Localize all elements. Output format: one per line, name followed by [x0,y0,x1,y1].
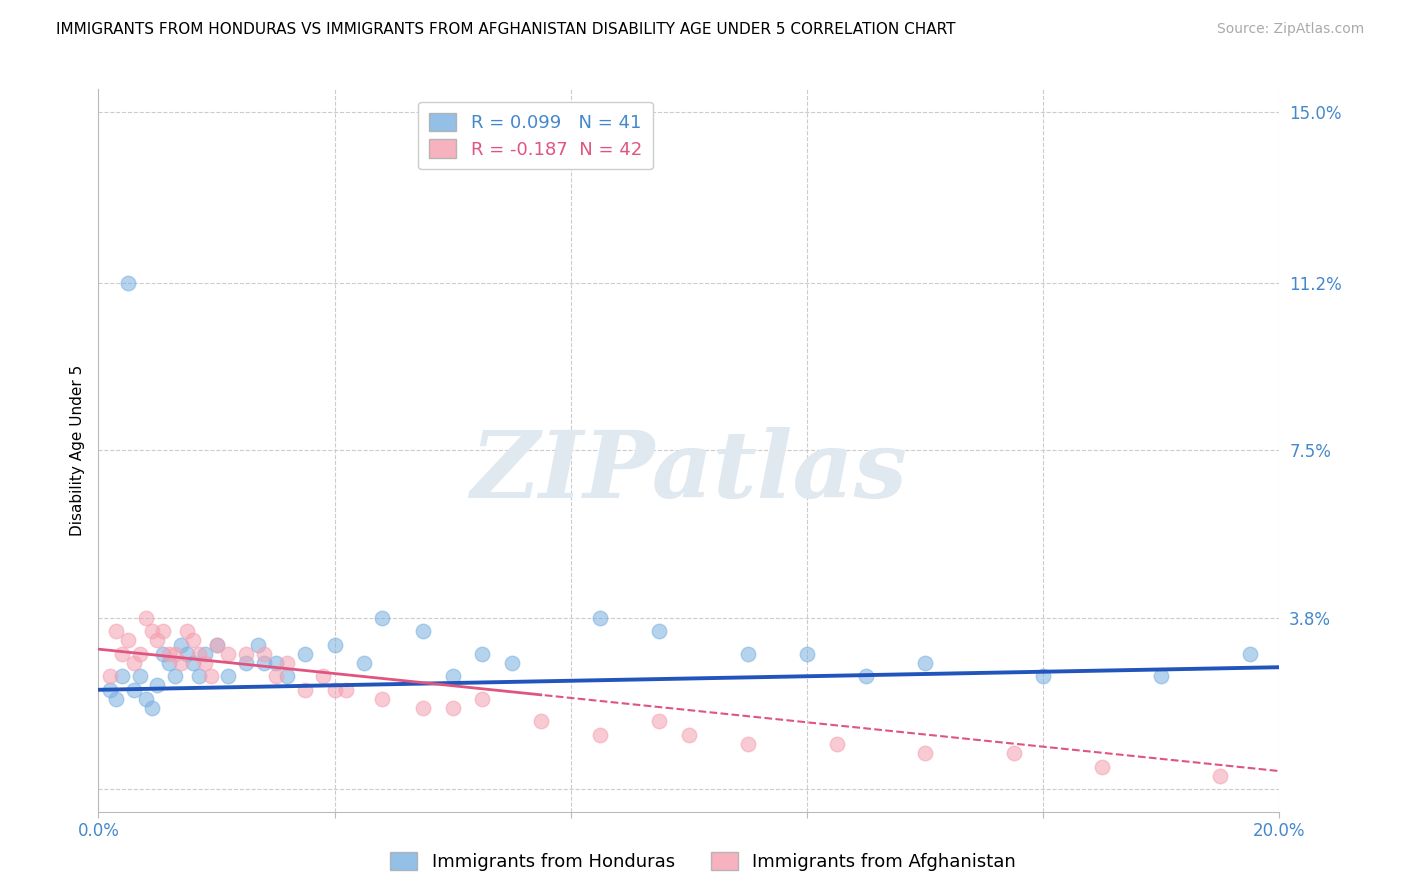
Point [217,669,239,683]
Point [323,638,346,652]
Point [1239,647,1261,661]
Point [914,746,936,760]
Point [165,669,187,683]
Point [128,669,150,683]
Point [176,624,198,639]
Text: ZIPatlas: ZIPatlas [471,427,907,517]
Text: Source: ZipAtlas.com: Source: ZipAtlas.com [1216,22,1364,37]
Point [152,624,174,639]
Point [589,728,612,742]
Legend: R = 0.099   N = 41, R = -0.187  N = 42: R = 0.099 N = 41, R = -0.187 N = 42 [418,102,652,169]
Point [253,656,276,670]
Point [98,669,121,683]
Point [146,633,169,648]
Point [128,647,150,661]
Point [1091,759,1114,773]
Point [737,647,759,661]
Point [441,669,464,683]
Point [412,624,434,639]
Point [152,647,174,661]
Point [353,656,375,670]
Point [170,656,193,670]
Point [1002,746,1025,760]
Point [205,638,228,652]
Point [471,691,494,706]
Point [105,691,128,706]
Point [264,656,287,670]
Point [170,638,193,652]
Point [181,656,204,670]
Point [1150,669,1173,683]
Point [157,656,180,670]
Point [141,701,163,715]
Point [678,728,700,742]
Point [235,656,257,670]
Point [501,656,523,670]
Point [105,624,128,639]
Point [914,656,936,670]
Point [312,669,335,683]
Point [441,701,464,715]
Point [294,647,316,661]
Point [235,647,257,661]
Point [111,669,134,683]
Point [122,656,145,670]
Point [371,691,394,706]
Point [117,633,139,648]
Point [264,669,287,683]
Point [135,691,157,706]
Point [323,682,346,697]
Point [648,714,671,729]
Point [276,656,298,670]
Point [194,656,217,670]
Y-axis label: Disability Age Under 5: Disability Age Under 5 [69,365,84,536]
Point [648,624,671,639]
Point [1032,669,1054,683]
Point [111,647,134,661]
Point [335,682,357,697]
Point [276,669,298,683]
Point [412,701,434,715]
Point [117,277,139,291]
Point [205,638,228,652]
Point [253,647,276,661]
Point [135,610,157,624]
Text: IMMIGRANTS FROM HONDURAS VS IMMIGRANTS FROM AFGHANISTAN DISABILITY AGE UNDER 5 C: IMMIGRANTS FROM HONDURAS VS IMMIGRANTS F… [56,22,956,37]
Point [187,647,209,661]
Point [530,714,553,729]
Point [98,682,121,697]
Point [122,682,145,697]
Point [141,624,163,639]
Point [165,647,187,661]
Point [825,737,848,751]
Point [157,647,180,661]
Point [146,678,169,692]
Point [194,647,217,661]
Point [181,633,204,648]
Point [217,647,239,661]
Point [371,610,394,624]
Point [471,647,494,661]
Point [200,669,222,683]
Point [796,647,818,661]
Point [1209,769,1232,783]
Legend: Immigrants from Honduras, Immigrants from Afghanistan: Immigrants from Honduras, Immigrants fro… [382,845,1024,879]
Point [589,610,612,624]
Point [294,682,316,697]
Point [187,669,209,683]
Point [737,737,759,751]
Point [246,638,269,652]
Point [176,647,198,661]
Point [855,669,877,683]
